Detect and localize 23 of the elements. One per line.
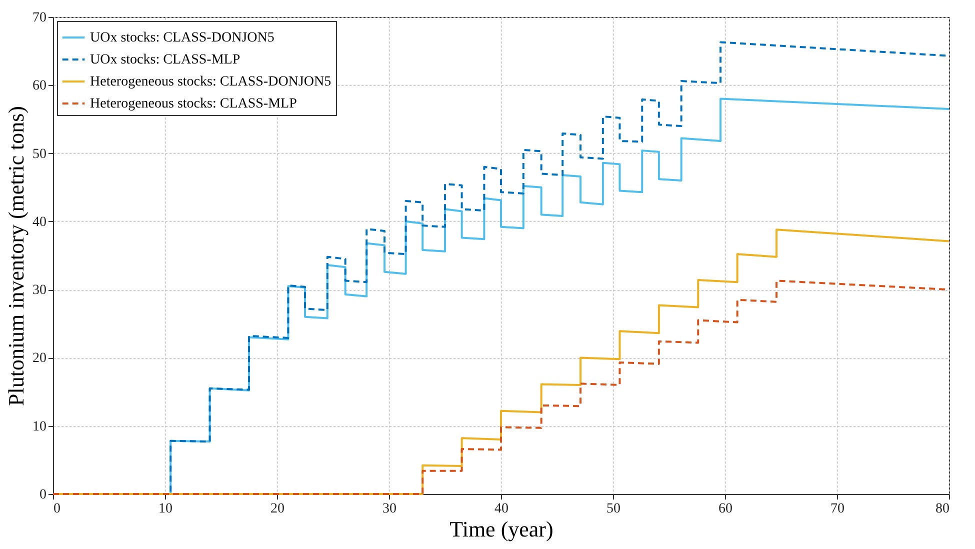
x-tick-label: 70 [830, 502, 844, 516]
legend-label: UOx stocks: CLASS-MLP [90, 52, 240, 68]
x-tick-label: 40 [494, 502, 508, 516]
legend-label: Heterogeneous stocks: CLASS-MLP [90, 96, 298, 112]
x-tick-label: 30 [382, 502, 396, 516]
y-tick-label: 0 [40, 488, 46, 502]
y-tick-label: 10 [32, 419, 46, 434]
y-tick-label: 20 [32, 351, 46, 366]
x-tick-label: 20 [270, 502, 284, 516]
x-tick-label: 10 [158, 502, 172, 516]
y-tick-label: 30 [32, 283, 46, 298]
y-tick-label: 70 [32, 10, 46, 26]
y-tick-label: 60 [32, 78, 46, 94]
legend-label: UOx stocks: CLASS-DONJON5 [90, 30, 274, 46]
y-tick-label: 40 [32, 214, 46, 230]
legend-label: Heterogeneous stocks: CLASS-DONJON5 [90, 74, 332, 90]
y-axis-title: Plutonium inventory (metric tons) [4, 106, 28, 406]
x-tick-label: 60 [718, 502, 732, 516]
x-tick-label: 0 [54, 502, 60, 516]
x-tick-label: 50 [606, 502, 620, 516]
y-tick-label: 50 [32, 146, 46, 162]
x-tick-label: 80 [936, 502, 950, 516]
x-axis-title: Time (year) [450, 516, 554, 542]
